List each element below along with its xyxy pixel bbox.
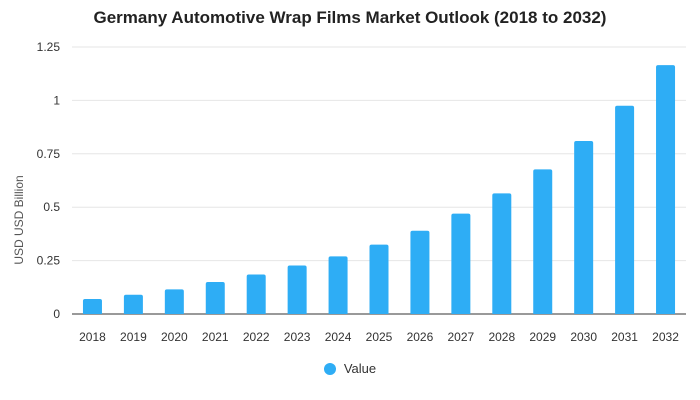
- chart-title: Germany Automotive Wrap Films Market Out…: [93, 8, 607, 27]
- x-tick-label: 2022: [243, 330, 270, 344]
- bar-2030[interactable]: [574, 140, 594, 314]
- bar-2028[interactable]: [492, 193, 512, 314]
- x-tick-label: 2023: [284, 330, 311, 344]
- bar-2027[interactable]: [451, 213, 471, 314]
- x-tick-label: 2021: [202, 330, 229, 344]
- bar-2020[interactable]: [164, 289, 184, 314]
- x-tick-label: 2028: [488, 330, 515, 344]
- bar-2026[interactable]: [410, 230, 430, 314]
- bar-2024[interactable]: [328, 256, 348, 314]
- bar-2025[interactable]: [369, 244, 389, 314]
- x-tick-label: 2032: [652, 330, 679, 344]
- x-tick-label: 2027: [448, 330, 475, 344]
- y-tick-label: 0: [53, 307, 60, 321]
- x-tick-label: 2029: [529, 330, 556, 344]
- y-tick-label: 1.25: [37, 40, 61, 54]
- x-tick-label: 2030: [570, 330, 597, 344]
- bar-2032[interactable]: [656, 65, 676, 314]
- x-tick-label: 2018: [79, 330, 106, 344]
- x-tick-label: 2024: [325, 330, 352, 344]
- bar-2029[interactable]: [533, 169, 553, 314]
- bar-2021[interactable]: [205, 281, 225, 314]
- y-tick-label: 0.5: [43, 200, 60, 214]
- legend-label: Value: [343, 361, 377, 376]
- y-tick-label: 1: [53, 93, 60, 107]
- x-tick-label: 2019: [120, 330, 147, 344]
- legend-swatch: [323, 362, 336, 375]
- x-tick-label: 2026: [407, 330, 434, 344]
- legend[interactable]: Value: [0, 361, 700, 376]
- bar-2031[interactable]: [615, 105, 635, 315]
- y-tick-label: 0.25: [37, 254, 61, 268]
- y-tick-label: 0.75: [37, 147, 61, 161]
- bar-2023[interactable]: [287, 265, 307, 314]
- bar-2022[interactable]: [246, 274, 266, 314]
- x-tick-label: 2020: [161, 330, 188, 344]
- bar-2018[interactable]: [82, 299, 102, 314]
- x-tick-label: 2025: [366, 330, 393, 344]
- x-tick-label: 2031: [611, 330, 638, 344]
- bar-2019[interactable]: [123, 294, 143, 314]
